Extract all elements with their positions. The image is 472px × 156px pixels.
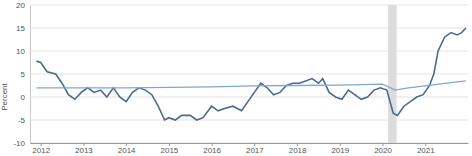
x-tick-label: 2017 [246,146,264,155]
x-tick: 2016 [203,143,221,155]
y-axis: -10 -5 0 5 10 15 20 [13,1,30,148]
grid-line [30,143,468,144]
grid-line [30,74,468,75]
grid-line [30,97,468,98]
y-tick-label: -5 [18,116,26,125]
x-axis: 2012 2013 2014 2015 2016 2017 2018 2019 2020 2021 [31,143,469,155]
x-tick: 2015 [160,143,178,155]
x-tick: 2019 [331,143,349,155]
line-series [36,28,465,120]
line-series [36,81,465,90]
x-tick: 2012 [32,143,50,155]
y-tick: 10 [16,47,30,56]
marks [36,5,465,143]
x-tick: 2018 [289,143,307,155]
y-axis-line [30,6,31,144]
y-tick-label: 5 [21,70,26,79]
grid-line [30,28,468,29]
y-tick: 20 [16,1,30,10]
y-tick: 15 [16,24,30,33]
y-axis-title: Percent [0,82,9,110]
x-tick-label: 2013 [75,146,93,155]
grid [30,5,468,143]
grid-line [30,5,468,6]
x-tick-label: 2014 [118,146,136,155]
y-tick: -5 [18,116,30,125]
y-tick-label: 0 [21,93,26,102]
x-tick: 2020 [374,143,392,155]
x-tick-label: 2020 [374,146,392,155]
x-axis-line [31,143,469,144]
x-tick-label: 2012 [32,146,50,155]
y-tick: 5 [21,70,30,79]
chart: -10-505101520201220132014201520162017201… [0,0,472,156]
x-tick-label: 2016 [203,146,221,155]
x-tick-label: 2018 [289,146,307,155]
x-tick-label: 2021 [417,146,435,155]
x-tick-label: 2019 [331,146,349,155]
shaded-band [388,5,397,143]
x-tick-label: 2015 [160,146,178,155]
x-tick: 2014 [118,143,136,155]
grid-line [30,120,468,121]
y-tick-label: 15 [16,24,25,33]
x-tick: 2013 [75,143,93,155]
y-tick: 0 [21,93,30,102]
x-tick: 2021 [417,143,435,155]
grid-line [30,51,468,52]
y-tick-label: -10 [13,139,25,148]
y-tick-label: 20 [16,1,25,10]
plot-area: -10-505101520201220132014201520162017201… [13,1,468,155]
y-tick-label: 10 [16,47,25,56]
x-tick: 2017 [246,143,264,155]
y-tick: -10 [13,139,30,148]
